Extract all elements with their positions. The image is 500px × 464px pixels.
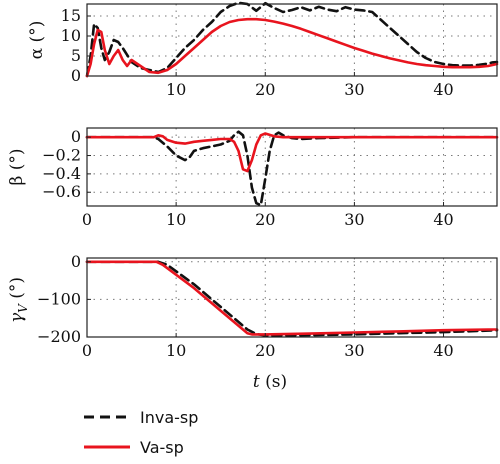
beta-ytick-label-0: −0.6 [42, 182, 81, 201]
beta-ytick-label-2: −0.2 [42, 146, 81, 165]
gamma-plot-frame [86, 257, 498, 338]
beta-series-va [85, 132, 499, 173]
beta-xtick-label-1: 10 [166, 210, 186, 229]
legend-entry-inva: Inva-sp [84, 408, 198, 427]
beta-xtick-label-2: 20 [255, 210, 275, 229]
x-axis-variable: t [253, 372, 260, 392]
gamma-series-va [85, 260, 499, 336]
gamma-axis-subscript: V [16, 303, 30, 313]
gamma-axis-unit: (°) [7, 277, 27, 304]
beta-series-inva [85, 130, 499, 207]
alpha-axis-title: α (°) [27, 21, 47, 60]
gamma-xtick-label-2: 20 [255, 341, 275, 360]
beta-ticks: 0 10 20 30 40−0.6−0.4−0.20 [42, 127, 454, 229]
gamma-xtick-label-0: 0 [82, 341, 92, 360]
alpha-xtick-label-3: 40 [433, 80, 453, 99]
alpha-xtick-label-2: 30 [344, 80, 364, 99]
alpha-ytick-label-2: 10 [61, 26, 81, 45]
alpha-ytick-label-1: 5 [71, 46, 81, 65]
gamma-axis-title: γV (°) [7, 277, 30, 323]
beta-series [85, 130, 499, 207]
alpha-xtick-label-0: 10 [166, 80, 186, 99]
alpha-xtick-label-1: 20 [255, 80, 275, 99]
alpha-series-va [85, 17, 499, 78]
legend-entry-va: Va-sp [84, 438, 184, 457]
beta-ytick-label-3: 0 [71, 127, 81, 146]
gamma-series [85, 260, 499, 337]
alpha-ytick-label-3: 15 [61, 6, 81, 25]
legend-label-inva: Inva-sp [140, 408, 198, 427]
alpha-series [85, 1, 499, 78]
beta-xtick-label-4: 40 [433, 210, 453, 229]
gamma-xtick-label-1: 10 [166, 341, 186, 360]
alpha-plot-frame [86, 3, 498, 77]
gamma-axis-symbol: γ [7, 312, 27, 323]
gamma-xtick-label-3: 30 [344, 341, 364, 360]
gamma-ticks: 0 10 20 30 40 −200 −100 0 [37, 252, 454, 360]
gamma-series-inva [85, 260, 499, 337]
panel-beta: 0 10 20 30 40−0.6−0.4−0.20 β (°) [7, 127, 499, 229]
gamma-ytick-label-1: −100 [37, 289, 81, 308]
legend-label-va: Va-sp [140, 438, 184, 457]
alpha-ytick-label-0: 0 [71, 66, 81, 85]
panel-gamma: 0 10 20 30 40 −200 −100 0 γV (°) [7, 252, 499, 360]
beta-ytick-label-1: −0.4 [42, 164, 81, 183]
x-axis-title: t (s) [253, 372, 287, 392]
beta-xtick-label-3: 30 [344, 210, 364, 229]
alpha-series-inva [85, 1, 499, 78]
gamma-ytick-label-2: 0 [71, 252, 81, 271]
gamma-xtick-label-4: 40 [433, 341, 453, 360]
beta-xtick-label-0: 0 [82, 210, 92, 229]
legend: Inva-sp Va-sp [84, 408, 198, 457]
beta-axis-title: β (°) [7, 149, 27, 186]
beta-gridlines [86, 128, 497, 206]
beta-plot-frame [86, 127, 498, 207]
gamma-gridlines [86, 258, 497, 338]
x-axis-unit: (s) [260, 372, 287, 392]
gamma-ytick-label-0: −200 [37, 327, 81, 346]
